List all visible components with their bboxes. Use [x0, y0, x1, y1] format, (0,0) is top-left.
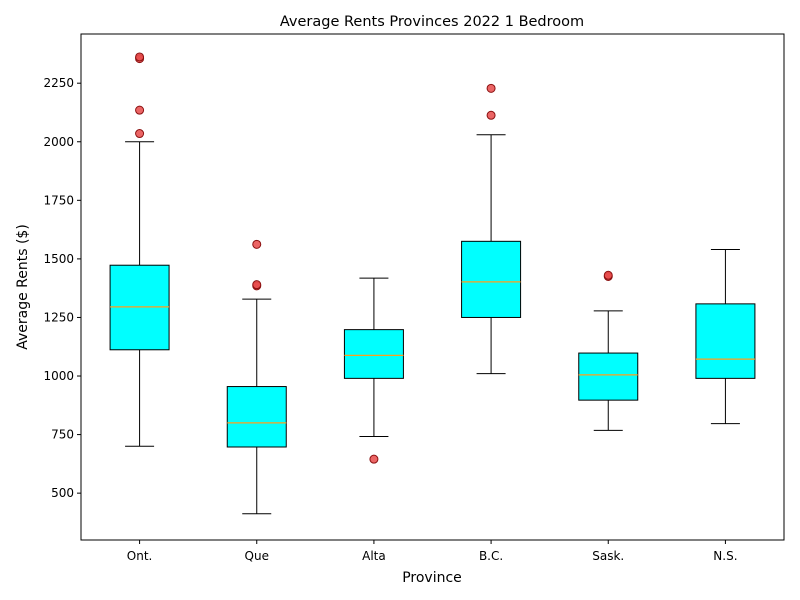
- x-tick-label: N.S.: [713, 549, 737, 563]
- box-iqr: [461, 240, 522, 318]
- y-tick-label: 1250: [43, 310, 74, 324]
- x-tick-label: Ont.: [127, 549, 153, 563]
- outlier-point: [135, 129, 145, 139]
- box-iqr: [343, 329, 404, 379]
- outlier-point: [135, 52, 145, 62]
- x-tick-label: Alta: [362, 549, 386, 563]
- box-sask: [578, 270, 639, 431]
- x-axis-label: Province: [402, 570, 462, 586]
- outlier-point: [135, 105, 145, 115]
- x-tick-label: Que: [245, 549, 269, 563]
- box-ont: [109, 52, 170, 447]
- y-tick-label: 1000: [43, 369, 74, 383]
- x-tick-label: Sask.: [592, 549, 624, 563]
- y-tick-label: 2000: [43, 135, 74, 149]
- box-iqr: [226, 386, 287, 448]
- outlier-point: [486, 110, 496, 120]
- plot-frame: [80, 33, 785, 541]
- box-que: [226, 239, 287, 515]
- plot-area: [109, 52, 756, 515]
- x-tick-label: B.C.: [479, 549, 503, 563]
- box-bc: [461, 83, 522, 375]
- outlier-point: [252, 239, 262, 249]
- y-tick-label: 1500: [43, 252, 74, 266]
- outlier-point: [369, 454, 379, 464]
- outlier-point: [252, 280, 262, 290]
- axes: 500 750 1000 1250 1500 1750 2000 2250 Ont. Que Alt…: [43, 76, 737, 563]
- y-tick-label: 1750: [43, 193, 74, 207]
- chart-title: Average Rents Provinces 2022 1 Bedroom: [280, 14, 584, 30]
- box-iqr: [695, 303, 756, 379]
- y-tick-label: 500: [51, 486, 74, 500]
- box-iqr: [578, 352, 639, 401]
- box-alta: [343, 277, 404, 464]
- y-tick-label: 750: [51, 428, 74, 442]
- outlier-point: [603, 270, 613, 280]
- outlier-point: [486, 83, 496, 93]
- box-ns: [695, 249, 756, 425]
- y-axis-label: Average Rents ($): [15, 224, 31, 350]
- y-tick-label: 2250: [43, 76, 74, 90]
